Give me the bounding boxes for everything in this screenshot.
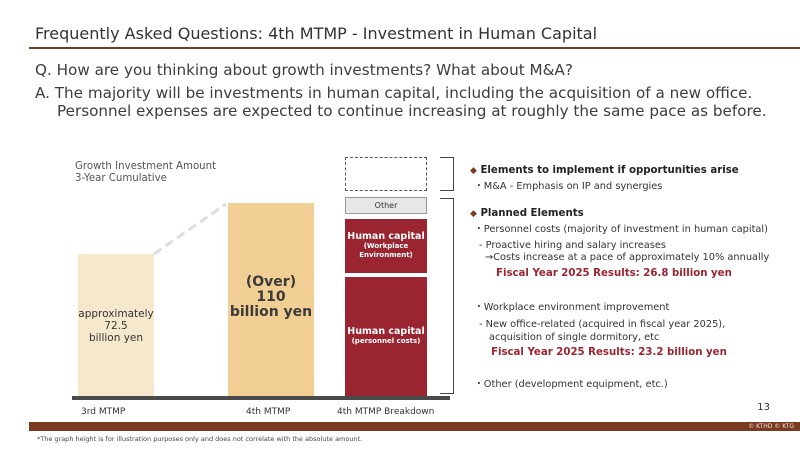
bar-4th-mtmp: (Over) 110 billion yen [228,203,314,396]
workplace-sub1: - New office-related (acquired in fiscal… [479,319,726,330]
personnel-costs-line: ・Personnel costs (majority of investment… [474,224,768,235]
bracket-opportunity [440,157,454,191]
workplace-segment-sub1: (Workplace [363,242,409,250]
workplace-result: Fiscal Year 2025 Results: 23.2 billion y… [491,347,727,358]
opportunity-heading: ◆ Elements to implement if opportunities… [470,165,739,177]
bar-3rd-line3: billion yen [88,332,144,344]
breakdown-personnel-segment: Human capital (personnel costs) [345,277,427,396]
breakdown-other-segment: Other [345,197,427,214]
page-title: Frequently Asked Questions: 4th MTMP - I… [35,24,598,43]
breakdown-workplace-segment: Human capital (Workplace Environment) [345,219,427,273]
personnel-costs-sub2: →Costs increase at a pace of approximate… [485,252,770,263]
workplace-sub2: acquisition of single dormitory, etc [489,332,660,343]
chart-label-line1: Growth Investment Amount [75,161,217,172]
planned-heading-text: Planned Elements [480,208,584,219]
bar-4th-line2: 110 [256,289,286,305]
bar-3rd-mtmp: approximately 72.5 billion yen [78,254,154,396]
chart-label-line2: 3-Year Cumulative [75,173,167,184]
answer-text-line1: A. The majority will be investments in h… [35,84,753,102]
opportunity-item: ・M&A - Emphasis on IP and synergies [474,181,663,192]
planned-heading: ◆ Planned Elements [470,208,584,220]
xlabel-4th-mtmp: 4th MTMP [246,407,291,417]
copyright: © KTHD © KTG [748,423,794,430]
answer-text-line2: Personnel expenses are expected to conti… [57,102,767,120]
bar-connector-line [153,202,227,256]
xlabel-3rd-mtmp: 3rd MTMP [81,407,126,417]
opportunity-heading-text: Elements to implement if opportunities a… [480,165,739,176]
bracket-planned [440,198,454,394]
bar-3rd-line2: 72.5 [104,320,128,332]
page-number: 13 [757,402,770,413]
personnel-costs-result: Fiscal Year 2025 Results: 26.8 billion y… [496,268,732,279]
chart-label: Growth Investment Amount 3-Year Cumulati… [75,161,216,185]
workplace-segment-title: Human capital [347,231,425,242]
bar-3rd-line1: approximately [78,308,154,320]
breakdown-opportunity-segment [345,157,427,191]
question-text: Q. How are you thinking about growth inv… [35,61,573,79]
personnel-costs-sub1: - Proactive hiring and salary increases [479,240,667,251]
personnel-segment-sub: (personnel costs) [351,337,421,345]
chart-baseline [72,396,450,400]
personnel-segment-title: Human capital [347,326,425,337]
bar-4th-line3: billion yen [229,304,313,320]
bar-3rd-mtmp-value: approximately 72.5 billion yen [78,308,154,344]
title-divider [29,47,800,49]
bar-4th-line1: (Over) [245,274,297,290]
other-line: ・Other (development equipment, etc.) [474,379,668,390]
bar-4th-mtmp-value: (Over) 110 billion yen [228,275,314,320]
diamond-bullet-icon: ◆ [470,209,477,219]
footnote: *The graph height is for illustration pu… [37,435,363,443]
footer-bar [29,422,800,431]
diamond-bullet-icon: ◆ [470,166,477,176]
workplace-line: ・Workplace environment improvement [474,302,670,313]
xlabel-4th-mtmp-breakdown: 4th MTMP Breakdown [337,407,435,417]
workplace-segment-sub2: Environment) [359,250,413,259]
